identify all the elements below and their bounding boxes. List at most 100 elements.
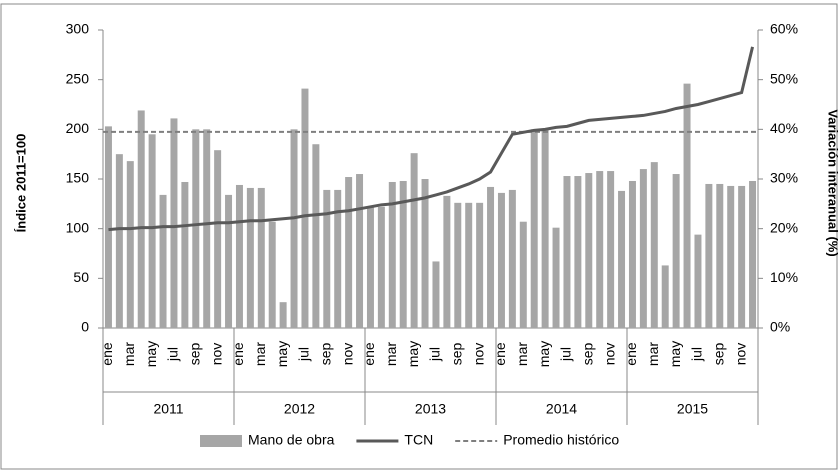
bar bbox=[137, 110, 145, 329]
bar bbox=[541, 129, 549, 328]
bar bbox=[628, 180, 636, 328]
x-tick-label: may bbox=[274, 341, 290, 367]
x-tick-label: sep bbox=[448, 343, 464, 366]
line bbox=[108, 46, 755, 232]
y-tick-label: 0 bbox=[81, 319, 89, 335]
bar bbox=[497, 192, 505, 328]
bar bbox=[683, 83, 691, 328]
x-tick-label: mar bbox=[121, 342, 137, 366]
bar bbox=[639, 169, 647, 328]
bar bbox=[672, 174, 680, 328]
bar bbox=[596, 171, 604, 328]
bar bbox=[563, 176, 571, 328]
x-tick-label: jul bbox=[427, 347, 443, 362]
y2-tick-label: 30% bbox=[770, 170, 798, 186]
x-tick-label: sep bbox=[710, 343, 726, 366]
y2-tick-label: 40% bbox=[770, 120, 798, 136]
y-tick-label: 250 bbox=[66, 70, 90, 86]
bar bbox=[650, 162, 658, 328]
legend-swatch bbox=[200, 435, 242, 447]
x-tick-label: nov bbox=[339, 343, 355, 366]
bar bbox=[519, 221, 527, 328]
year-label: 2011 bbox=[153, 401, 183, 417]
x-tick-label: ene bbox=[99, 342, 115, 366]
bar bbox=[421, 179, 429, 328]
y-tick-label: 50 bbox=[73, 269, 89, 285]
year-label: 2012 bbox=[284, 401, 315, 417]
x-tick-label: ene bbox=[230, 342, 246, 366]
x-tick-label: mar bbox=[383, 342, 399, 366]
legend-label: Promedio histórico bbox=[503, 432, 619, 448]
x-tick-label: jul bbox=[558, 347, 574, 362]
bar bbox=[508, 189, 516, 328]
y-axis-label: Índice 2011=100 bbox=[13, 134, 28, 233]
bar bbox=[432, 261, 440, 328]
x-tick-label: jul bbox=[689, 347, 705, 362]
y2-tick-label: 20% bbox=[770, 219, 798, 235]
x-tick-label: nov bbox=[732, 343, 748, 366]
bar bbox=[661, 265, 669, 328]
x-tick-label: may bbox=[667, 341, 683, 367]
bar bbox=[235, 184, 243, 328]
bar bbox=[738, 185, 746, 328]
bar bbox=[388, 181, 396, 328]
bar bbox=[345, 177, 353, 328]
x-tick-label: nov bbox=[208, 343, 224, 366]
bar bbox=[181, 181, 189, 328]
bar bbox=[159, 194, 167, 328]
bar bbox=[399, 180, 407, 328]
bar bbox=[552, 227, 560, 328]
x-tick-label: mar bbox=[514, 342, 530, 366]
y2-tick-label: 0% bbox=[770, 319, 790, 335]
bar bbox=[366, 206, 374, 328]
bar bbox=[279, 302, 287, 328]
bar bbox=[618, 190, 626, 328]
y2-tick-label: 10% bbox=[770, 269, 798, 285]
bar bbox=[465, 202, 473, 328]
x-tick-label: may bbox=[405, 341, 421, 367]
x-tick-label: may bbox=[536, 341, 552, 367]
bar bbox=[170, 118, 178, 328]
bar bbox=[454, 202, 462, 328]
x-tick-label: jul bbox=[296, 347, 312, 362]
bar bbox=[334, 189, 342, 328]
x-tick-label: ene bbox=[623, 342, 639, 366]
bar bbox=[356, 174, 364, 328]
bar bbox=[443, 195, 451, 328]
bar bbox=[290, 129, 298, 328]
x-tick-label: sep bbox=[317, 343, 333, 366]
bar bbox=[585, 173, 593, 328]
x-tick-label: mar bbox=[645, 342, 661, 366]
x-tick-label: nov bbox=[470, 343, 486, 366]
bar bbox=[377, 206, 385, 328]
bar bbox=[727, 185, 735, 328]
year-label: 2013 bbox=[415, 401, 446, 417]
x-tick-label: nov bbox=[601, 343, 617, 366]
x-tick-label: mar bbox=[252, 342, 268, 366]
y-tick-label: 150 bbox=[66, 170, 90, 186]
bar bbox=[115, 154, 123, 328]
x-tick-label: ene bbox=[492, 342, 508, 366]
x-tick-label: sep bbox=[579, 343, 595, 366]
x-tick-label: may bbox=[143, 341, 159, 367]
bar bbox=[257, 187, 265, 328]
year-label: 2014 bbox=[546, 401, 577, 417]
bar bbox=[225, 194, 233, 328]
bar bbox=[268, 221, 276, 328]
y-tick-label: 100 bbox=[66, 219, 90, 235]
y2-axis-label: Variación interanual (%) bbox=[826, 109, 840, 256]
bar bbox=[530, 129, 538, 328]
bar bbox=[323, 189, 331, 328]
y2-tick-label: 60% bbox=[770, 21, 798, 37]
bar bbox=[476, 202, 484, 328]
bar bbox=[749, 180, 757, 328]
bar bbox=[214, 150, 222, 328]
legend-label: TCN bbox=[404, 432, 433, 448]
bar bbox=[694, 234, 702, 328]
bar bbox=[716, 183, 724, 328]
bar bbox=[301, 88, 309, 329]
bar bbox=[312, 144, 320, 328]
bar bbox=[410, 153, 418, 328]
bar bbox=[607, 171, 615, 328]
